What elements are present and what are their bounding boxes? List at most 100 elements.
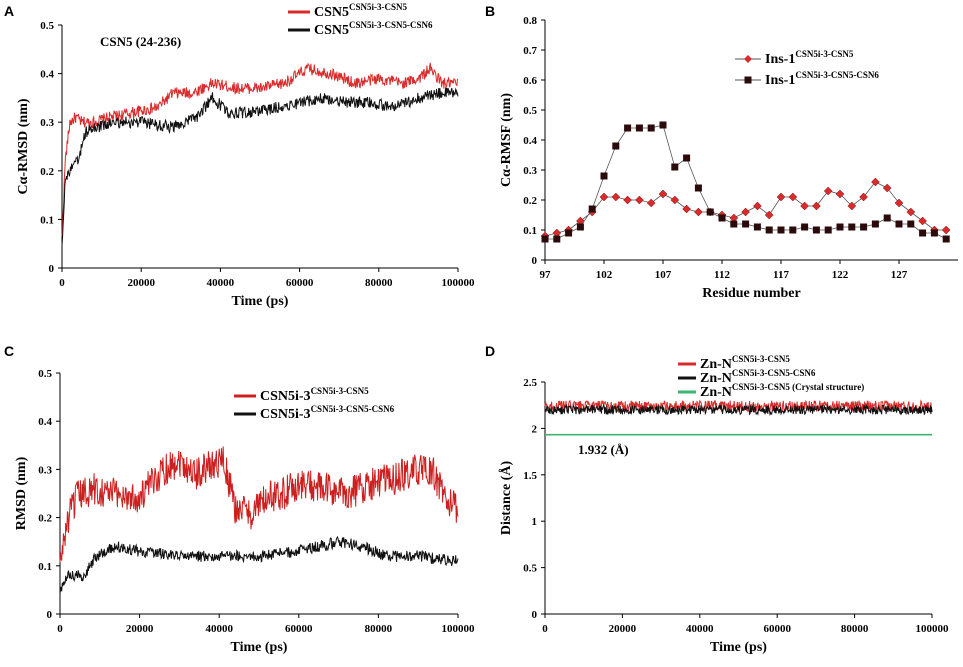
x-axis-label: Time (ps) xyxy=(710,640,767,655)
x-tick-label: 0 xyxy=(542,623,548,635)
data-point xyxy=(730,220,738,228)
y-tick-label: 0.2 xyxy=(40,166,54,178)
x-tick-label: 80000 xyxy=(841,623,869,635)
y-tick-label: 0.3 xyxy=(38,464,52,476)
x-tick-label: 112 xyxy=(714,269,730,281)
y-axis-label: Cα-RMSF (nm) xyxy=(499,93,514,187)
data-point xyxy=(812,226,820,234)
data-point xyxy=(741,207,750,217)
panel-label: A xyxy=(4,3,14,19)
data-point xyxy=(553,235,561,243)
y-tick-label: 0.4 xyxy=(38,416,52,428)
data-point xyxy=(835,189,845,199)
legend: Zn-NCSN5i-3-CSN5Zn-NCSN5i-3-CSN5-CSN6Zn-… xyxy=(678,354,864,400)
legend-marker xyxy=(744,76,752,84)
series-2 xyxy=(544,403,933,417)
legend-entry-superscript: CSN5i-3-CSN5 xyxy=(311,386,370,396)
y-tick-label: 0 xyxy=(532,609,538,621)
series-2 xyxy=(541,121,950,243)
legend-entry: CSN5CSN5i-3-CSN5-CSN6 xyxy=(314,20,433,38)
legend-entry-superscript: CSN5i-3-CSN5 xyxy=(795,49,854,59)
series-2 xyxy=(61,87,459,246)
y-axis-label: RMSD (nm) xyxy=(14,456,29,530)
x-tick-label: 100000 xyxy=(916,623,950,635)
data-point xyxy=(742,220,750,228)
x-tick-label: 0 xyxy=(57,623,63,635)
data-point xyxy=(789,226,797,234)
data-point xyxy=(623,195,632,205)
legend-entry: CSN5i-3CSN5i-3-CSN5-CSN6 xyxy=(260,404,395,422)
data-point xyxy=(670,195,680,205)
y-tick-label: 2 xyxy=(532,423,538,435)
x-tick-label: 20000 xyxy=(127,277,155,289)
data-point xyxy=(906,207,916,217)
series-line xyxy=(59,535,459,594)
legend-entry: CSN5i-3CSN5i-3-CSN5 xyxy=(260,386,369,404)
data-point xyxy=(788,192,798,202)
data-point xyxy=(682,204,691,214)
data-point xyxy=(800,201,809,211)
data-point xyxy=(612,142,620,150)
data-point xyxy=(576,223,584,231)
data-point xyxy=(942,235,950,243)
data-point xyxy=(600,172,608,180)
x-tick-label: 80000 xyxy=(365,277,393,289)
y-tick-label: 0.4 xyxy=(40,69,54,81)
y-tick-label: 0.6 xyxy=(523,75,537,87)
y-tick-label: 0.7 xyxy=(523,45,537,57)
legend-entry-superscript: CSN5i-3-CSN5-CSN6 xyxy=(795,70,879,80)
panel-d: D 0 0.5 1 1.5 2 2.5 0 20000 40000 60000 80000 100000… xyxy=(485,343,949,655)
data-point xyxy=(635,124,643,132)
legend-entry-superscript: CSN5i-3-CSN5 xyxy=(349,2,408,12)
series-line xyxy=(59,446,459,563)
legend-entry-superscript: CSN5i-3-CSN5-CSN6 xyxy=(732,368,816,378)
legend: CSN5i-3CSN5i-3-CSN5CSN5i-3CSN5i-3-CSN5-C… xyxy=(234,386,395,422)
x-tick-label: 20000 xyxy=(609,623,637,635)
y-tick-label: 0.5 xyxy=(40,20,54,32)
series-line xyxy=(544,403,933,417)
data-point xyxy=(611,192,621,202)
panel-label: B xyxy=(485,3,495,19)
data-point xyxy=(635,195,644,205)
x-tick-label: 0 xyxy=(59,277,65,289)
panel-b: B 0 0.1 0.2 0.3 0.4 0.5 0.6 0.7 0.8 97 102 107 112 117… xyxy=(485,3,958,301)
y-tick-label: 0.8 xyxy=(523,15,537,27)
x-tick-label: 40000 xyxy=(686,623,714,635)
legend-entry-name: CSN5i-3 xyxy=(260,407,311,422)
data-point xyxy=(671,163,679,171)
data-point xyxy=(694,207,703,217)
x-tick-label: 100000 xyxy=(442,623,476,635)
data-point xyxy=(918,216,927,226)
legend-entry-name: CSN5 xyxy=(314,23,349,38)
x-tick-label: 117 xyxy=(773,269,789,281)
y-tick-label: 2.5 xyxy=(523,377,537,389)
data-point xyxy=(871,220,879,228)
data-point xyxy=(812,201,821,211)
data-point xyxy=(764,210,774,220)
y-tick-label: 0.4 xyxy=(523,135,537,147)
data-point xyxy=(658,189,668,199)
data-point xyxy=(871,177,880,187)
x-tick-label: 102 xyxy=(596,269,613,281)
legend-entry: Ins-1CSN5i-3-CSN5-CSN6 xyxy=(765,70,879,88)
x-tick-label: 122 xyxy=(832,269,849,281)
data-point xyxy=(565,229,573,237)
y-tick-label: 0.2 xyxy=(38,513,52,525)
data-point xyxy=(753,201,762,211)
x-tick-label: 40000 xyxy=(205,623,233,635)
y-axis-label: Distance (Å) xyxy=(498,461,514,536)
panel-a: A 0 0.1 0.2 0.3 0.4 0.5 0 20000 40000 60000 80000 10… xyxy=(4,2,475,309)
x-tick-label: 60000 xyxy=(763,623,791,635)
legend-entry-superscript: CSN5i-3-CSN5 xyxy=(732,354,791,364)
legend-entry-name: CSN5i-3 xyxy=(260,389,311,404)
y-tick-label: 0.5 xyxy=(523,105,537,117)
data-point xyxy=(941,225,951,235)
x-tick-label: 97 xyxy=(540,269,552,281)
data-point xyxy=(599,192,609,202)
data-point xyxy=(824,226,832,234)
x-tick-label: 60000 xyxy=(286,277,314,289)
data-point xyxy=(718,214,726,222)
legend-entry-superscript: CSN5i-3-CSN5-CSN6 xyxy=(349,20,433,30)
